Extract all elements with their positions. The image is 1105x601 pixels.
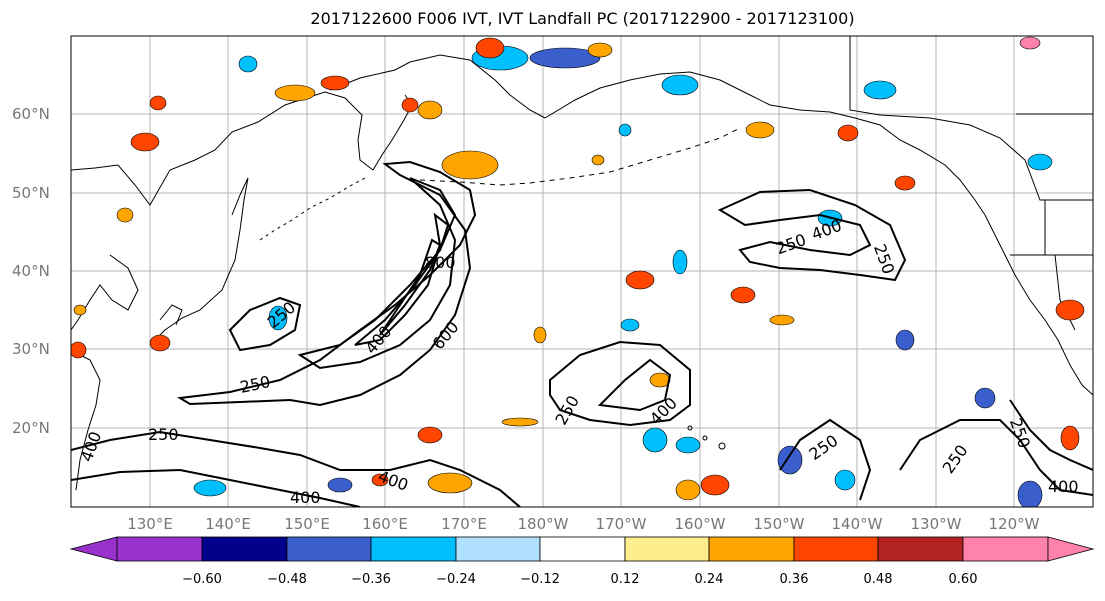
contour-label-400: 400 [809, 216, 844, 244]
contour-label-250: 250 [148, 425, 179, 444]
contour-label-250: 250 [551, 392, 583, 428]
contour-label-600: 600 [428, 318, 462, 354]
colorbar-tick: 0.60 [948, 572, 978, 587]
colorbar-tick: 0.48 [863, 572, 893, 587]
contour-label-250: 250 [939, 441, 972, 477]
lat-label-50n: 50°N [12, 184, 50, 202]
contour-label-400: 400 [1048, 477, 1079, 496]
contour-label-800: 800 [425, 253, 456, 272]
lon-label-160e: 160°E [362, 515, 408, 533]
colorbar-extend-low [69, 536, 118, 562]
lon-label-180w: 180°W [517, 515, 569, 533]
lon-label-140e: 140°E [205, 515, 251, 533]
contour-label-250: 250 [1006, 415, 1034, 450]
lon-label-170e: 170°E [441, 515, 487, 533]
page-title: 2017122600 F006 IVT, IVT Landfall PC (20… [310, 9, 855, 28]
lat-label-40n: 40°N [12, 262, 50, 280]
pc-shading [71, 36, 1085, 507]
map-frame [70, 35, 1094, 508]
colorbar-tick: 0.36 [779, 572, 809, 587]
colorbar-tick: 0.24 [694, 572, 724, 587]
lon-label-150e: 150°E [284, 515, 330, 533]
colorbar-tick: 0.12 [610, 572, 640, 587]
lon-label-120w: 120°W [988, 515, 1040, 533]
lon-label-170w: 170°W [595, 515, 647, 533]
colorbar [69, 536, 1095, 562]
contour-label-400: 400 [77, 429, 105, 464]
colorbar-tick: −0.36 [351, 572, 391, 587]
contour-label-250: 250 [238, 372, 272, 397]
contour-labels: 800 600 400 250 250 250 400 250 250 400 … [77, 216, 1079, 507]
colorbar-tick: −0.24 [436, 572, 476, 587]
contour-label-400: 400 [290, 488, 321, 507]
lon-label-140w: 140°W [831, 515, 883, 533]
lon-label-150w: 150°W [753, 515, 805, 533]
colorbar-tick: −0.48 [267, 572, 307, 587]
lat-label-60n: 60°N [12, 105, 50, 123]
colorbar-extend-high [1047, 536, 1095, 562]
lat-label-20n: 20°N [12, 419, 50, 437]
colorbar-tick: −0.60 [182, 572, 222, 587]
contour-label-400: 400 [376, 466, 411, 494]
lon-label-160w: 160°W [674, 515, 726, 533]
contour-label-400: 400 [361, 322, 395, 358]
lon-label-130w: 130°W [910, 515, 962, 533]
contour-label-250: 250 [806, 431, 842, 464]
colorbar-tick: −0.12 [520, 572, 560, 587]
gridlines [71, 36, 1093, 507]
coastlines [71, 36, 1093, 491]
ivt-contours [71, 160, 1093, 507]
lon-label-130e: 130°E [127, 515, 173, 533]
lat-label-30n: 30°N [12, 340, 50, 358]
